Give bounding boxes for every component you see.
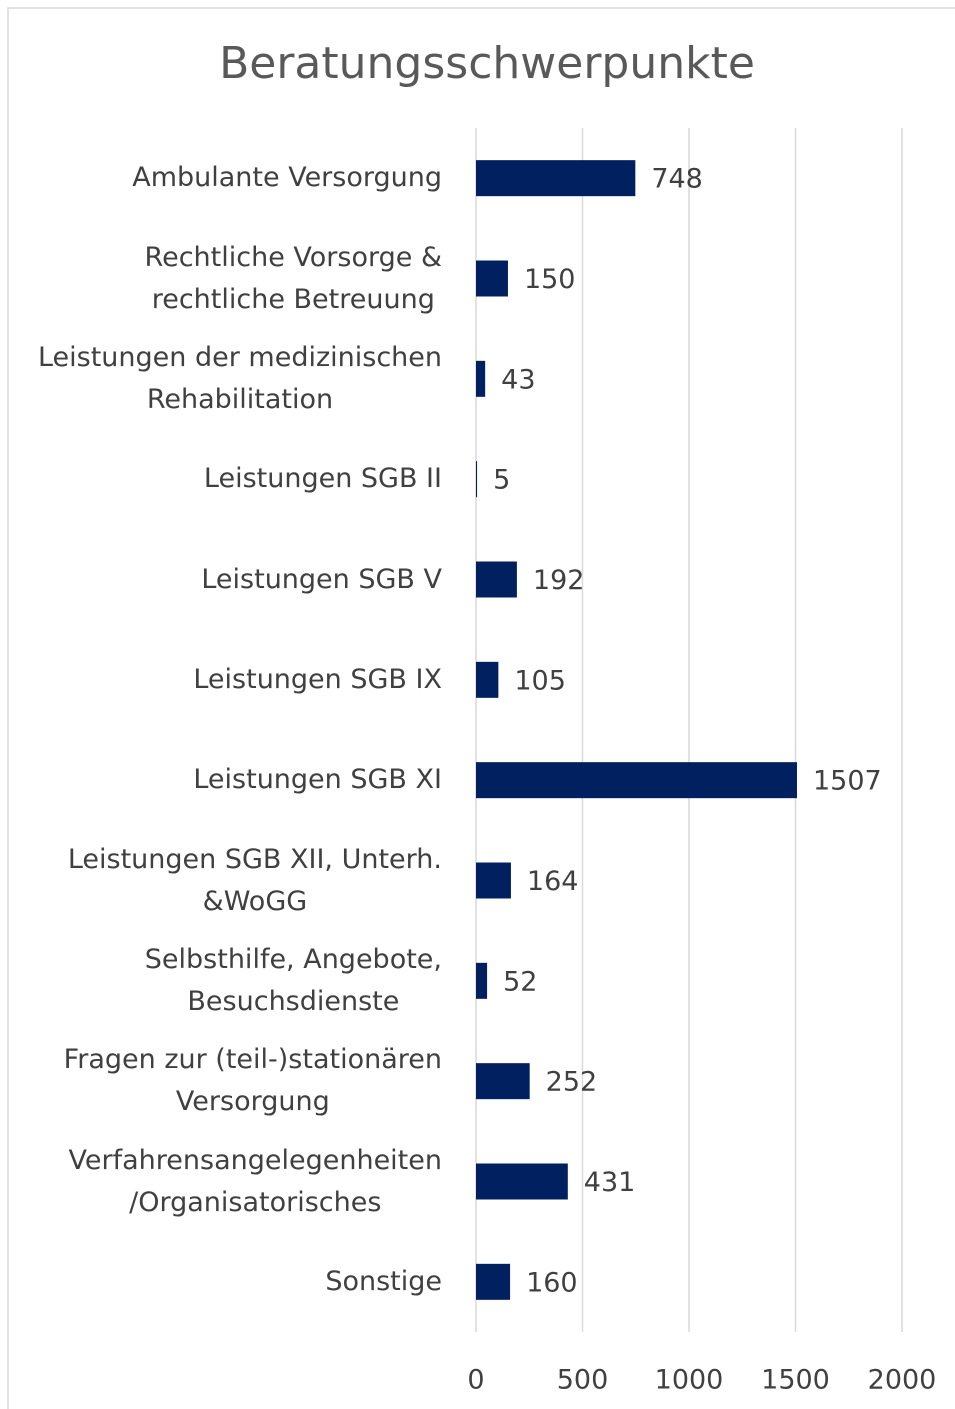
bar (476, 260, 508, 297)
y-tick-label: Selbsthilfe, Angebote, Besuchsdienste (144, 943, 442, 1017)
x-tick-label: 500 (557, 1365, 609, 1396)
chart-title: Beratungsschwerpunkte (219, 38, 755, 89)
y-tick-label: Leistungen SGB XI (193, 764, 442, 796)
y-tick-label: Leistungen der medizinischen Rehabilitat… (37, 341, 442, 415)
y-tick-label: Leistungen SGB IX (193, 663, 442, 695)
y-tick-label: Rechtliche Vorsorge & rechtliche Betreuu… (144, 241, 442, 315)
y-tick-label: Verfahrensangelegenheiten /Organisatoris… (68, 1144, 442, 1218)
y-tick-label: Fragen zur (teil-)stationären Versorgung (63, 1044, 442, 1118)
bar (476, 1063, 530, 1100)
chart-border (7, 7, 955, 1409)
x-tick-label: 2000 (868, 1365, 937, 1396)
data-label: 192 (533, 565, 585, 596)
data-label: 160 (526, 1267, 578, 1298)
data-label: 252 (546, 1067, 598, 1098)
y-tick-label: Ambulante Versorgung (132, 162, 442, 194)
data-label: 150 (524, 264, 576, 295)
bar (476, 360, 486, 397)
bar (476, 1163, 568, 1200)
data-label: 52 (503, 966, 537, 997)
bar (476, 962, 488, 999)
x-tick-label: 1500 (761, 1365, 830, 1396)
data-label: 748 (651, 164, 703, 195)
data-label: 431 (584, 1167, 636, 1198)
data-label: 43 (501, 364, 535, 395)
bar (476, 1263, 511, 1300)
data-label: 5 (493, 465, 510, 496)
bar (476, 160, 636, 197)
bar (476, 561, 517, 598)
bar (476, 661, 499, 698)
bar (476, 762, 797, 799)
data-label: 1507 (813, 766, 882, 797)
data-label: 164 (527, 866, 579, 897)
data-label: 105 (514, 665, 566, 696)
y-tick-label: Sonstige (325, 1265, 442, 1297)
x-tick-label: 0 (467, 1365, 484, 1396)
bar (476, 461, 478, 498)
bar (476, 862, 511, 899)
y-tick-label: Leistungen SGB II (203, 463, 442, 495)
x-tick-label: 1000 (655, 1365, 724, 1396)
y-tick-label: Leistungen SGB V (201, 563, 442, 595)
y-tick-label: Leistungen SGB XII, Unterh. &WoGG (67, 843, 442, 917)
